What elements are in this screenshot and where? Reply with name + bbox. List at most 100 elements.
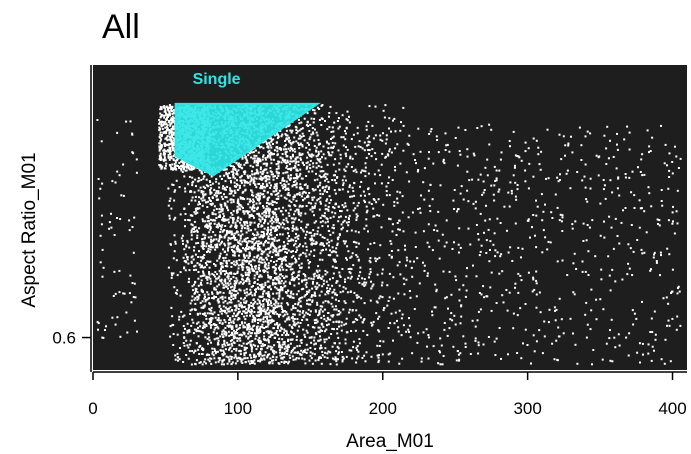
data-point [259, 350, 262, 353]
data-point [299, 142, 302, 145]
data-point [270, 234, 273, 237]
data-point [253, 206, 256, 209]
data-point [282, 186, 285, 189]
data-point [355, 219, 358, 221]
data-point [255, 164, 258, 167]
data-point [208, 266, 211, 269]
data-point [648, 192, 651, 195]
data-point [502, 301, 505, 304]
data-point [248, 251, 251, 254]
data-point [197, 329, 200, 332]
data-point [193, 228, 195, 230]
data-point [354, 230, 357, 233]
data-point [289, 169, 292, 172]
data-point [316, 303, 319, 306]
data-point [372, 207, 375, 210]
data-point [183, 314, 186, 317]
data-point [202, 248, 205, 250]
data-point [262, 244, 265, 247]
data-point [582, 240, 585, 242]
data-point [244, 357, 247, 360]
data-point [344, 170, 347, 172]
data-point [357, 231, 360, 234]
data-point [257, 267, 260, 270]
data-point [292, 239, 295, 242]
data-point [217, 226, 219, 229]
data-point [297, 160, 300, 163]
data-point [192, 289, 195, 292]
data-point [311, 210, 314, 213]
data-point [562, 332, 565, 335]
data-point [253, 294, 256, 297]
data-point [390, 256, 393, 259]
data-point [216, 299, 219, 302]
data-point [360, 181, 363, 183]
data-point [482, 343, 485, 346]
data-point [257, 224, 259, 227]
data-point [352, 300, 355, 303]
data-point [245, 158, 248, 161]
data-point [214, 271, 217, 274]
data-point [329, 278, 331, 281]
data-point [281, 297, 284, 300]
data-point [512, 312, 515, 315]
data-point [309, 261, 311, 263]
data-point [337, 238, 339, 241]
data-point [397, 228, 400, 231]
data-point [631, 170, 634, 173]
data-point [238, 305, 241, 308]
data-point [276, 327, 279, 330]
data-point [210, 309, 213, 312]
data-point [658, 224, 661, 227]
data-point [512, 174, 515, 177]
data-point [329, 216, 332, 219]
data-point [627, 243, 630, 246]
data-point [306, 196, 308, 199]
data-point [298, 129, 301, 132]
data-point [201, 363, 204, 366]
data-point [251, 265, 253, 268]
data-point [185, 354, 188, 356]
data-point [253, 356, 256, 358]
data-point [318, 331, 321, 334]
data-point [324, 157, 327, 160]
data-point [260, 275, 263, 278]
data-point [333, 358, 336, 361]
data-point [668, 176, 671, 178]
data-point [276, 172, 279, 175]
data-point [370, 280, 372, 283]
data-point [318, 294, 321, 297]
data-point [257, 192, 260, 195]
data-point [599, 202, 602, 205]
data-point [196, 262, 199, 265]
data-point [296, 318, 299, 320]
data-point [388, 148, 391, 151]
data-point [363, 227, 366, 230]
data-point [274, 299, 277, 302]
data-point [255, 196, 258, 199]
data-point [399, 162, 402, 165]
data-point [280, 135, 283, 138]
data-point [239, 339, 242, 342]
data-point [270, 318, 273, 321]
data-point [299, 297, 302, 299]
data-point [288, 360, 291, 363]
data-point [375, 312, 378, 315]
data-point [270, 348, 273, 351]
data-point [265, 215, 268, 217]
data-point [252, 157, 255, 160]
data-point [212, 274, 215, 276]
data-point [323, 356, 326, 359]
data-point [283, 160, 286, 163]
data-point [239, 281, 242, 284]
data-point [281, 159, 284, 161]
data-point [200, 266, 203, 268]
data-point [292, 198, 295, 201]
data-point [255, 314, 258, 317]
data-point [186, 331, 189, 334]
data-point [458, 288, 461, 291]
data-point [551, 342, 554, 345]
data-point [264, 186, 267, 189]
data-point [396, 201, 399, 204]
data-point [419, 211, 422, 214]
